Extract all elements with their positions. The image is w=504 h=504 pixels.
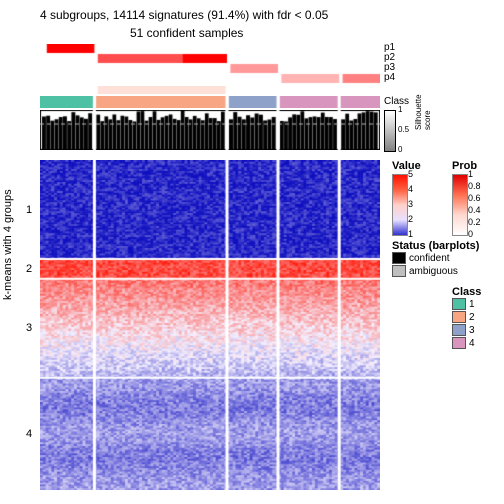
heatmap [40,160,380,490]
title-line1: 4 subgroups, 14114 signatures (91.4%) wi… [40,8,328,22]
legend-item: confident [392,252,479,264]
legend-tick: 0.2 [468,217,481,227]
secondary-annotation-bar [40,86,380,94]
legend-title: Value [392,160,421,172]
title-line2: 51 confident samples [130,26,243,40]
legend-tick: 2 [408,214,413,224]
legend-prob: Prob10.80.60.40.20 [452,160,477,236]
legend-tick: 0.4 [468,205,481,215]
legend-tick: 3 [408,199,413,209]
legend-item: 2 [452,311,481,323]
legend-item: 1 [452,298,481,310]
silhouette-barplot [40,110,380,150]
legend-tick: 0.6 [468,193,481,203]
p-label: p4 [384,72,395,83]
y-axis-label: k-means with 4 groups [2,189,14,300]
y-tick: 3 [26,322,32,334]
legend-item: 3 [452,324,481,336]
class-annotation-row [40,96,380,108]
silhouette-side: 00.51Silhouette score [384,110,396,155]
legend-tick: 1 [408,229,413,239]
legend-tick: 0 [468,229,473,239]
legend-tick: 4 [408,184,413,194]
legend-item: ambiguous [392,265,479,277]
legend-tick: 0.8 [468,181,481,191]
legend-title: Class [452,286,481,298]
p-annotation-rows [40,44,380,84]
y-tick: 2 [26,263,32,275]
legend-class: Class1234 [452,286,481,350]
legend-title: Status (barplots) [392,240,479,252]
legend-value: Value5 4 3 2 1 [392,160,421,236]
legend-status: Status (barplots)confidentambiguous [392,240,479,278]
y-tick: 1 [26,204,32,216]
legend-tick: 1 [468,169,473,179]
y-tick: 4 [26,428,32,440]
legend-title: Prob [452,160,477,172]
legend-item: 4 [452,337,481,349]
class-row-label: Class [384,96,409,107]
legend-tick: 5 [408,169,413,179]
